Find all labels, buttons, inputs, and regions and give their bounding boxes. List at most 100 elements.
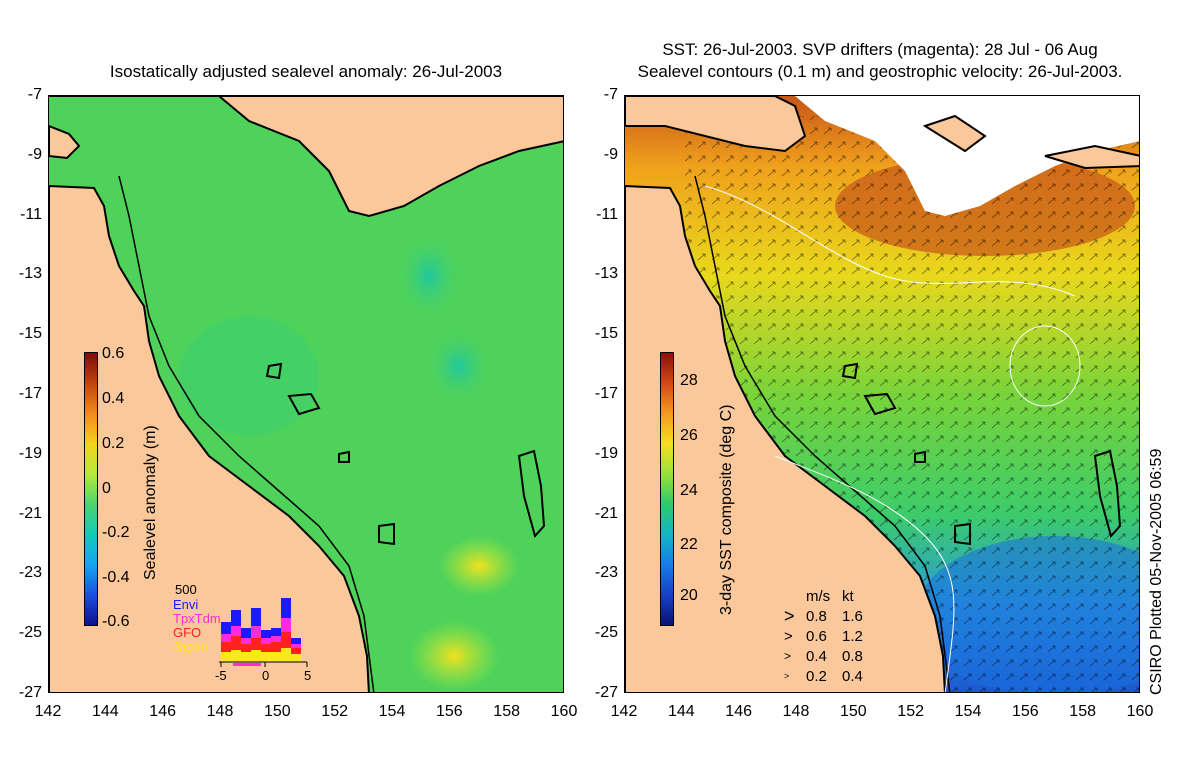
- sst-colorbar-tick: 22: [680, 536, 698, 553]
- velocity-kt: 0.8: [842, 647, 863, 665]
- x-axis-tick-label: 142: [34, 703, 62, 720]
- y-axis-tick-label: -21: [18, 504, 42, 522]
- y-axis-tick-label: -25: [18, 624, 42, 642]
- histogram-bar: [291, 638, 301, 662]
- sst-colorbar-fill: [661, 353, 673, 625]
- x-axis-tick-label: 152: [321, 703, 348, 720]
- sealevel-colorbar-tick: -0.2: [102, 524, 130, 541]
- x-axis-tick-label: 154: [954, 703, 982, 720]
- land-papua: [49, 96, 563, 218]
- land-australia: [625, 184, 946, 692]
- plot-credit: CSIRO Plotted 05-Nov-2005 06:59: [1148, 448, 1165, 695]
- histogram-legend-envi: Envi: [173, 597, 199, 612]
- y-axis-tick-label: -11: [20, 205, 42, 223]
- x-axis-tick-label: 144: [667, 703, 695, 720]
- sst-map-svg: [625, 96, 1139, 692]
- sealevel-colorbar-tick: -0.4: [102, 569, 130, 586]
- anomaly-low-west: [179, 316, 319, 436]
- sst-colorbar-title: 3-day SST composite (deg C): [718, 404, 735, 615]
- altimeter-histogram: 500 Envi TpxTdm GFO Jason: [173, 580, 313, 685]
- histogram-bar: [261, 630, 271, 662]
- coral-island-east: [517, 449, 546, 539]
- x-axis-tick-label: 148: [782, 703, 810, 720]
- x-axis-tick-label: 156: [435, 703, 463, 720]
- sst-colorbar-tick: 26: [680, 427, 698, 444]
- velocity-legend-row: > 0.6 1.2: [784, 626, 863, 646]
- velocity-ms: 0.8: [806, 607, 827, 625]
- velocity-arrow-icon: >: [784, 605, 795, 626]
- coral-island: [287, 392, 321, 416]
- sealevel-colorbar-tick: 0.6: [102, 345, 125, 362]
- velocity-legend-row: > 0.8 1.6: [784, 606, 863, 626]
- sealevel-colorbar-fill: [85, 353, 97, 625]
- reef-edge-line: [118, 175, 375, 692]
- histogram-legend-jason: Jason: [173, 639, 208, 654]
- velocity-arrow-icon: >: [784, 671, 790, 681]
- velocity-ms: 0.6: [806, 627, 827, 645]
- histogram-bar: [271, 628, 281, 662]
- x-axis-tick-label: 152: [897, 703, 924, 720]
- x-axis-tick-label: 146: [725, 703, 752, 720]
- y-axis-tick-label: -13: [18, 265, 42, 283]
- velocity-kt: 1.2: [842, 627, 863, 645]
- sst-colorbar-tick: 28: [680, 372, 698, 389]
- sealevel-colorbar-tick: -0.6: [102, 613, 130, 630]
- histogram-bars: [219, 598, 308, 667]
- histogram-xtick: 5: [304, 668, 312, 683]
- coral-island: [338, 450, 350, 463]
- y-axis-tick-label: -17: [594, 385, 618, 402]
- x-axis-tick-label: 142: [610, 703, 638, 720]
- histogram-top-label: 500: [175, 582, 197, 597]
- coral-island: [954, 522, 971, 546]
- land-torres: [49, 124, 81, 160]
- sealevel-anomaly-map-svg: [49, 96, 563, 692]
- x-axis-tick-label: 160: [1126, 703, 1154, 720]
- x-axis-tick-label: 150: [263, 703, 291, 720]
- y-axis-tick-label: -9: [27, 145, 42, 163]
- coral-island: [841, 362, 859, 380]
- sealevel-colorbar: [84, 352, 98, 626]
- sealevel-colorbar-tick: 0.2: [102, 435, 125, 452]
- histogram-bar: [281, 598, 291, 662]
- y-axis-tick-label: -15: [594, 325, 618, 343]
- anomaly-low-center: [394, 231, 464, 321]
- land-australia: [49, 184, 370, 692]
- x-axis-tick-label: 158: [1069, 703, 1096, 720]
- y-axis-tick-label: -13: [594, 265, 618, 283]
- x-axis-tick-label: 154: [378, 703, 406, 720]
- y-axis-tick-label: -25: [594, 624, 618, 642]
- x-axis-tick-label: 144: [91, 703, 119, 720]
- sst-map: [624, 95, 1140, 693]
- velocity-arrow-icon: >: [784, 649, 792, 663]
- velocity-ms: 0.4: [806, 647, 827, 665]
- y-axis-tick-label: -7: [27, 86, 42, 103]
- y-axis-tick-label: -11: [596, 205, 618, 223]
- y-axis-tick-label: -19: [18, 444, 42, 462]
- coral-island-east: [1093, 449, 1122, 539]
- coral-island: [863, 392, 897, 416]
- velocity-legend: m/s kt > 0.8 1.6 > 0.6 1.2 > 0.4 0.8 > 0…: [784, 586, 863, 686]
- velocity-arrow-icon: >: [784, 627, 793, 645]
- histogram-legend-tpxtdm: TpxTdm: [173, 611, 221, 626]
- x-axis-tick-label: 160: [550, 703, 578, 720]
- velocity-ms: 0.2: [806, 667, 827, 685]
- coral-island: [265, 362, 283, 380]
- velocity-legend-ms-header: m/s: [806, 587, 831, 605]
- coral-island: [378, 522, 395, 546]
- land-papua: [625, 96, 807, 153]
- histogram-xtick: 0: [262, 668, 270, 683]
- histogram-legend-gfo: GFO: [173, 625, 202, 640]
- sealevel-contour: [704, 185, 1076, 297]
- sealevel-contour: [774, 455, 955, 692]
- y-axis-tick-label: -23: [594, 564, 618, 582]
- velocity-legend-kt-header: kt: [842, 587, 854, 605]
- sst-colorbar: [660, 352, 674, 626]
- histogram-xtick: -5: [215, 668, 227, 683]
- y-axis-tick-label: -23: [18, 564, 42, 582]
- sealevel-colorbar-title: Sealevel anomaly (m): [142, 425, 159, 580]
- x-axis-tick-label: 150: [839, 703, 867, 720]
- x-axis-tick-label: 156: [1011, 703, 1039, 720]
- reef-edge-line: [694, 175, 951, 692]
- y-axis-tick-label: -27: [594, 684, 618, 701]
- land-island: [922, 114, 987, 153]
